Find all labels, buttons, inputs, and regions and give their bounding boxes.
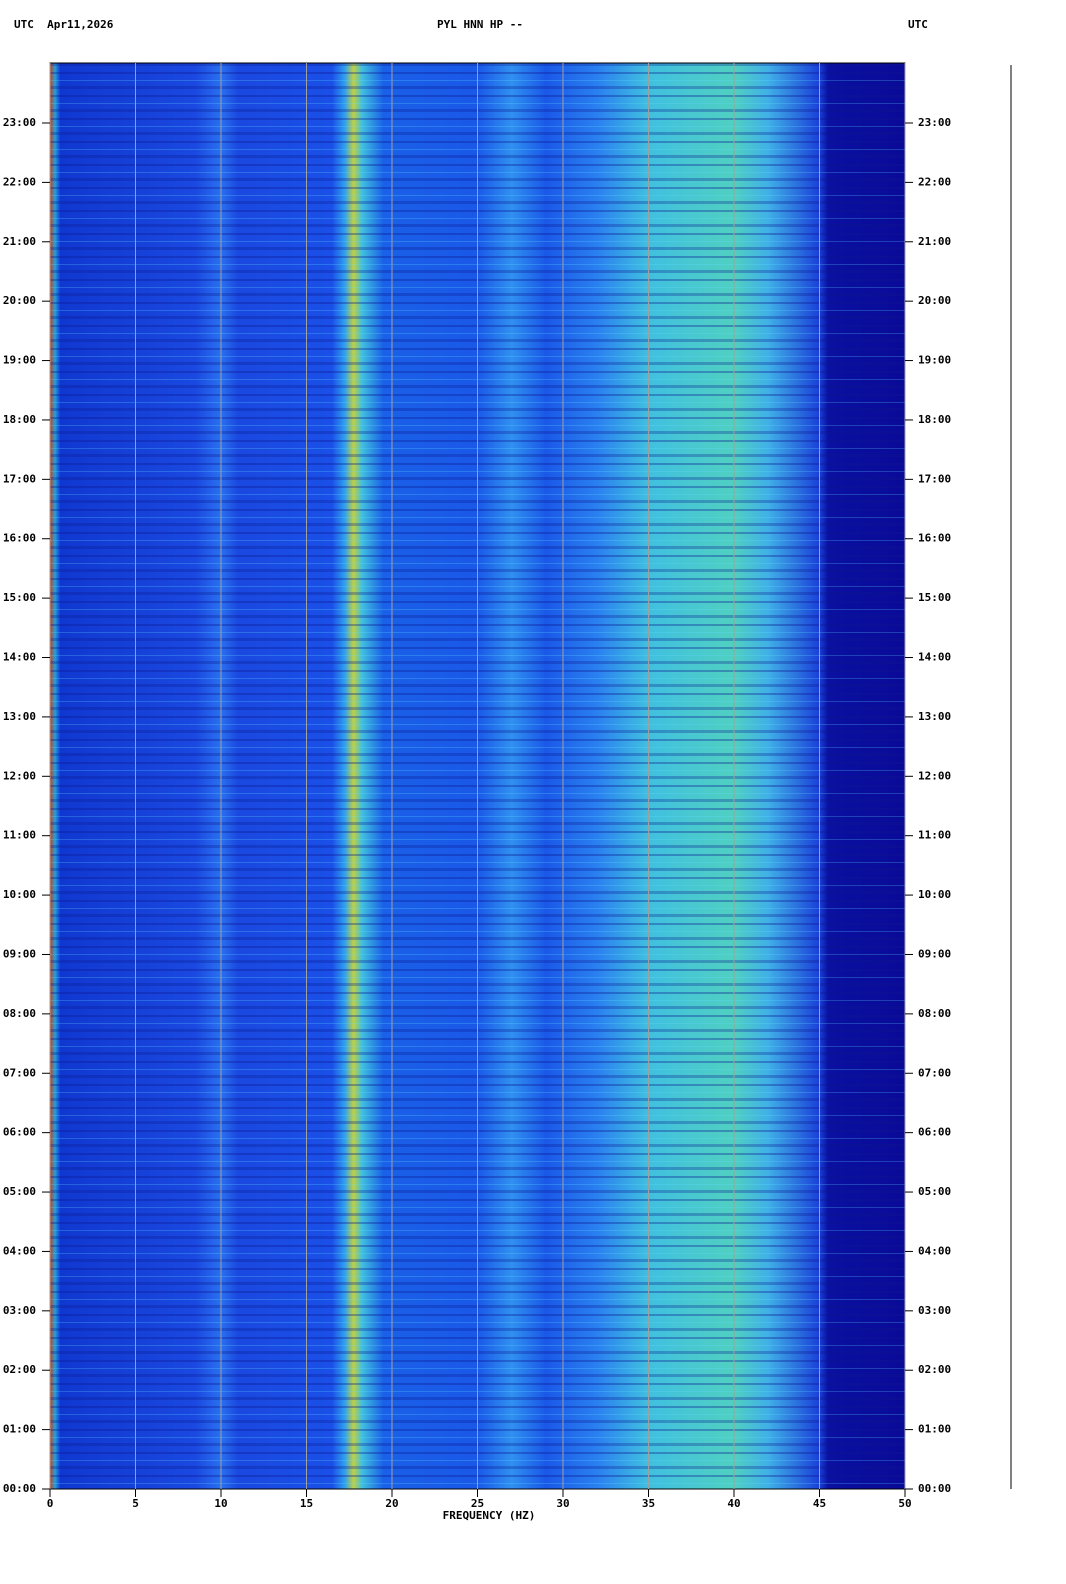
y-tick-label-right: 10:00 <box>918 888 951 901</box>
y-tick-label-right: 04:00 <box>918 1244 951 1257</box>
y-tick-label-right: 03:00 <box>918 1304 951 1317</box>
y-tick-label-right: 02:00 <box>918 1363 951 1376</box>
y-tick-label-left: 22:00 <box>3 175 36 188</box>
x-tick-label: 30 <box>556 1497 569 1510</box>
y-tick-label-right: 08:00 <box>918 1007 951 1020</box>
chart-title: PYL HNN HP -- <box>437 18 523 31</box>
x-tick-label: 40 <box>727 1497 740 1510</box>
y-tick-label-left: 02:00 <box>3 1363 36 1376</box>
x-tick-label: 5 <box>132 1497 139 1510</box>
header-right: UTC <box>908 18 928 31</box>
y-tick-label-left: 18:00 <box>3 413 36 426</box>
y-tick-label-right: 12:00 <box>918 769 951 782</box>
y-tick-label-right: 20:00 <box>918 294 951 307</box>
y-tick-label-right: 16:00 <box>918 532 951 545</box>
y-tick-label-right: 15:00 <box>918 591 951 604</box>
y-tick-label-right: 13:00 <box>918 710 951 723</box>
y-tick-label-right: 06:00 <box>918 1126 951 1139</box>
y-tick-label-left: 08:00 <box>3 1007 36 1020</box>
y-tick-label-left: 01:00 <box>3 1423 36 1436</box>
y-tick-label-left: 00:00 <box>3 1482 36 1495</box>
y-tick-label-right: 23:00 <box>918 116 951 129</box>
x-tick-label: 25 <box>471 1497 484 1510</box>
y-tick-label-left: 17:00 <box>3 472 36 485</box>
y-tick-label-left: 04:00 <box>3 1244 36 1257</box>
y-tick-label-left: 15:00 <box>3 591 36 604</box>
y-tick-label-left: 21:00 <box>3 235 36 248</box>
y-tick-label-left: 09:00 <box>3 947 36 960</box>
y-tick-label-right: 17:00 <box>918 472 951 485</box>
y-tick-label-right: 11:00 <box>918 829 951 842</box>
y-tick-label-right: 19:00 <box>918 354 951 367</box>
y-tick-label-right: 22:00 <box>918 175 951 188</box>
y-tick-label-left: 10:00 <box>3 888 36 901</box>
x-axis-label: FREQUENCY (HZ) <box>443 1509 536 1522</box>
y-tick-label-left: 06:00 <box>3 1126 36 1139</box>
x-tick-label: 20 <box>385 1497 398 1510</box>
y-tick-label-left: 11:00 <box>3 829 36 842</box>
y-tick-label-right: 18:00 <box>918 413 951 426</box>
y-tick-label-left: 14:00 <box>3 651 36 664</box>
x-tick-label: 35 <box>642 1497 655 1510</box>
header-left: UTC Apr11,2026 <box>14 18 114 31</box>
y-tick-label-right: 14:00 <box>918 651 951 664</box>
y-tick-label-left: 05:00 <box>3 1185 36 1198</box>
y-tick-label-right: 21:00 <box>918 235 951 248</box>
y-tick-label-right: 00:00 <box>918 1482 951 1495</box>
x-tick-label: 10 <box>214 1497 227 1510</box>
y-tick-label-left: 12:00 <box>3 769 36 782</box>
y-tick-label-left: 16:00 <box>3 532 36 545</box>
x-tick-label: 0 <box>47 1497 54 1510</box>
y-tick-label-left: 19:00 <box>3 354 36 367</box>
y-tick-label-right: 01:00 <box>918 1423 951 1436</box>
y-tick-label-right: 09:00 <box>918 947 951 960</box>
y-tick-label-left: 20:00 <box>3 294 36 307</box>
y-tick-label-left: 13:00 <box>3 710 36 723</box>
y-tick-label-right: 07:00 <box>918 1066 951 1079</box>
y-tick-label-right: 05:00 <box>918 1185 951 1198</box>
y-tick-label-left: 23:00 <box>3 116 36 129</box>
x-tick-label: 50 <box>898 1497 911 1510</box>
y-tick-label-left: 07:00 <box>3 1066 36 1079</box>
x-tick-label: 15 <box>300 1497 313 1510</box>
x-tick-label: 45 <box>813 1497 826 1510</box>
y-tick-label-left: 03:00 <box>3 1304 36 1317</box>
